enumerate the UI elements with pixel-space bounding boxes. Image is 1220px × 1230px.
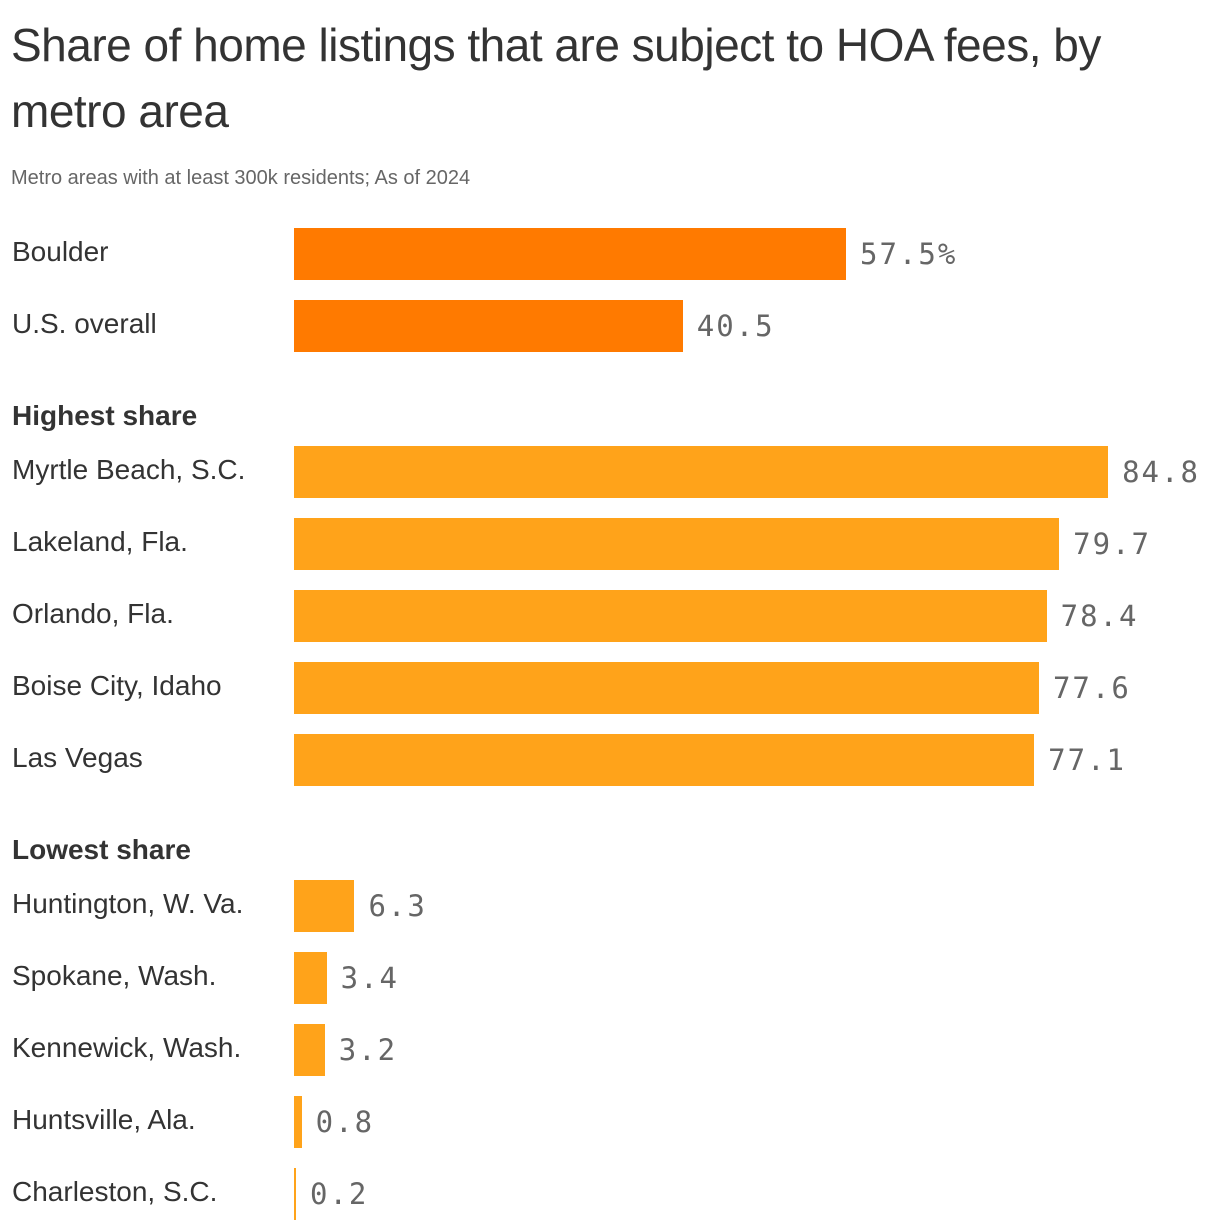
bar — [294, 662, 1039, 714]
bar-value-label: 0.2 — [310, 1177, 369, 1211]
section-heading-lowest: Lowest share — [12, 834, 191, 865]
bar-label: Charleston, S.C. — [12, 1176, 218, 1207]
bar — [294, 952, 327, 1004]
bar — [294, 1096, 302, 1148]
chart-title: Share of home listings that are subject … — [11, 19, 1101, 137]
bar-row: Huntington, W. Va. 6.3 — [0, 880, 1220, 932]
bar-row: Myrtle Beach, S.C. 84.8 — [0, 446, 1220, 498]
bar-label: Spokane, Wash. — [12, 960, 217, 991]
bar — [294, 1168, 296, 1220]
bar-label: Myrtle Beach, S.C. — [12, 454, 246, 485]
bar-value-label: 77.6 — [1052, 671, 1131, 705]
chart-subtitle: Metro areas with at least 300k residents… — [11, 167, 471, 189]
bar-value-label: 6.3 — [368, 889, 427, 923]
bar-row: Lakeland, Fla. 79.7 — [0, 518, 1220, 570]
bar — [294, 734, 1035, 786]
bar-row: Charleston, S.C. 0.2 — [0, 1168, 1220, 1220]
bar-value-label: 84.8 — [1122, 455, 1200, 489]
bar-value-label: 79.7 — [1073, 527, 1151, 561]
bar-row: U.S. overall 40.5 — [0, 300, 1220, 352]
bar-row: Spokane, Wash. 3.4 — [0, 952, 1220, 1004]
bar — [294, 518, 1060, 570]
section-heading-highest: Highest share — [12, 400, 198, 431]
bar-label: Huntsville, Ala. — [12, 1104, 196, 1135]
bar-value-label: 3.4 — [340, 961, 400, 995]
bar-value-label: 0.8 — [315, 1105, 375, 1139]
bar-row: Las Vegas 77.1 — [0, 734, 1220, 786]
bar-label: Boise City, Idaho — [12, 670, 222, 701]
bar-value-label: 40.5 — [696, 309, 775, 343]
bar-label: Boulder — [12, 236, 109, 267]
bar-row: Huntsville, Ala. 0.8 — [0, 1096, 1220, 1148]
bar-row: Kennewick, Wash. 3.2 — [0, 1024, 1220, 1076]
bar-label: Orlando, Fla. — [12, 598, 174, 629]
bar-value-label: 57.5% — [860, 237, 958, 271]
bar-label: U.S. overall — [12, 308, 157, 339]
bar — [294, 228, 846, 280]
bar — [294, 590, 1047, 642]
bar-row: Boise City, Idaho 77.6 — [0, 662, 1220, 714]
bar-row: Orlando, Fla. 78.4 — [0, 590, 1220, 642]
bar-value-label: 78.4 — [1060, 599, 1139, 633]
bar — [294, 1024, 325, 1076]
bar-label: Las Vegas — [12, 742, 143, 773]
bar — [294, 300, 683, 352]
bar-value-label: 3.2 — [338, 1033, 398, 1067]
bar-label: Lakeland, Fla. — [12, 526, 188, 557]
bar-row: Boulder 57.5% — [0, 228, 1220, 280]
bar — [294, 880, 355, 932]
bar-value-label: 77.1 — [1048, 743, 1126, 777]
bar-label: Kennewick, Wash. — [12, 1032, 242, 1063]
bar-label: Huntington, W. Va. — [12, 888, 244, 919]
bar — [294, 446, 1109, 498]
